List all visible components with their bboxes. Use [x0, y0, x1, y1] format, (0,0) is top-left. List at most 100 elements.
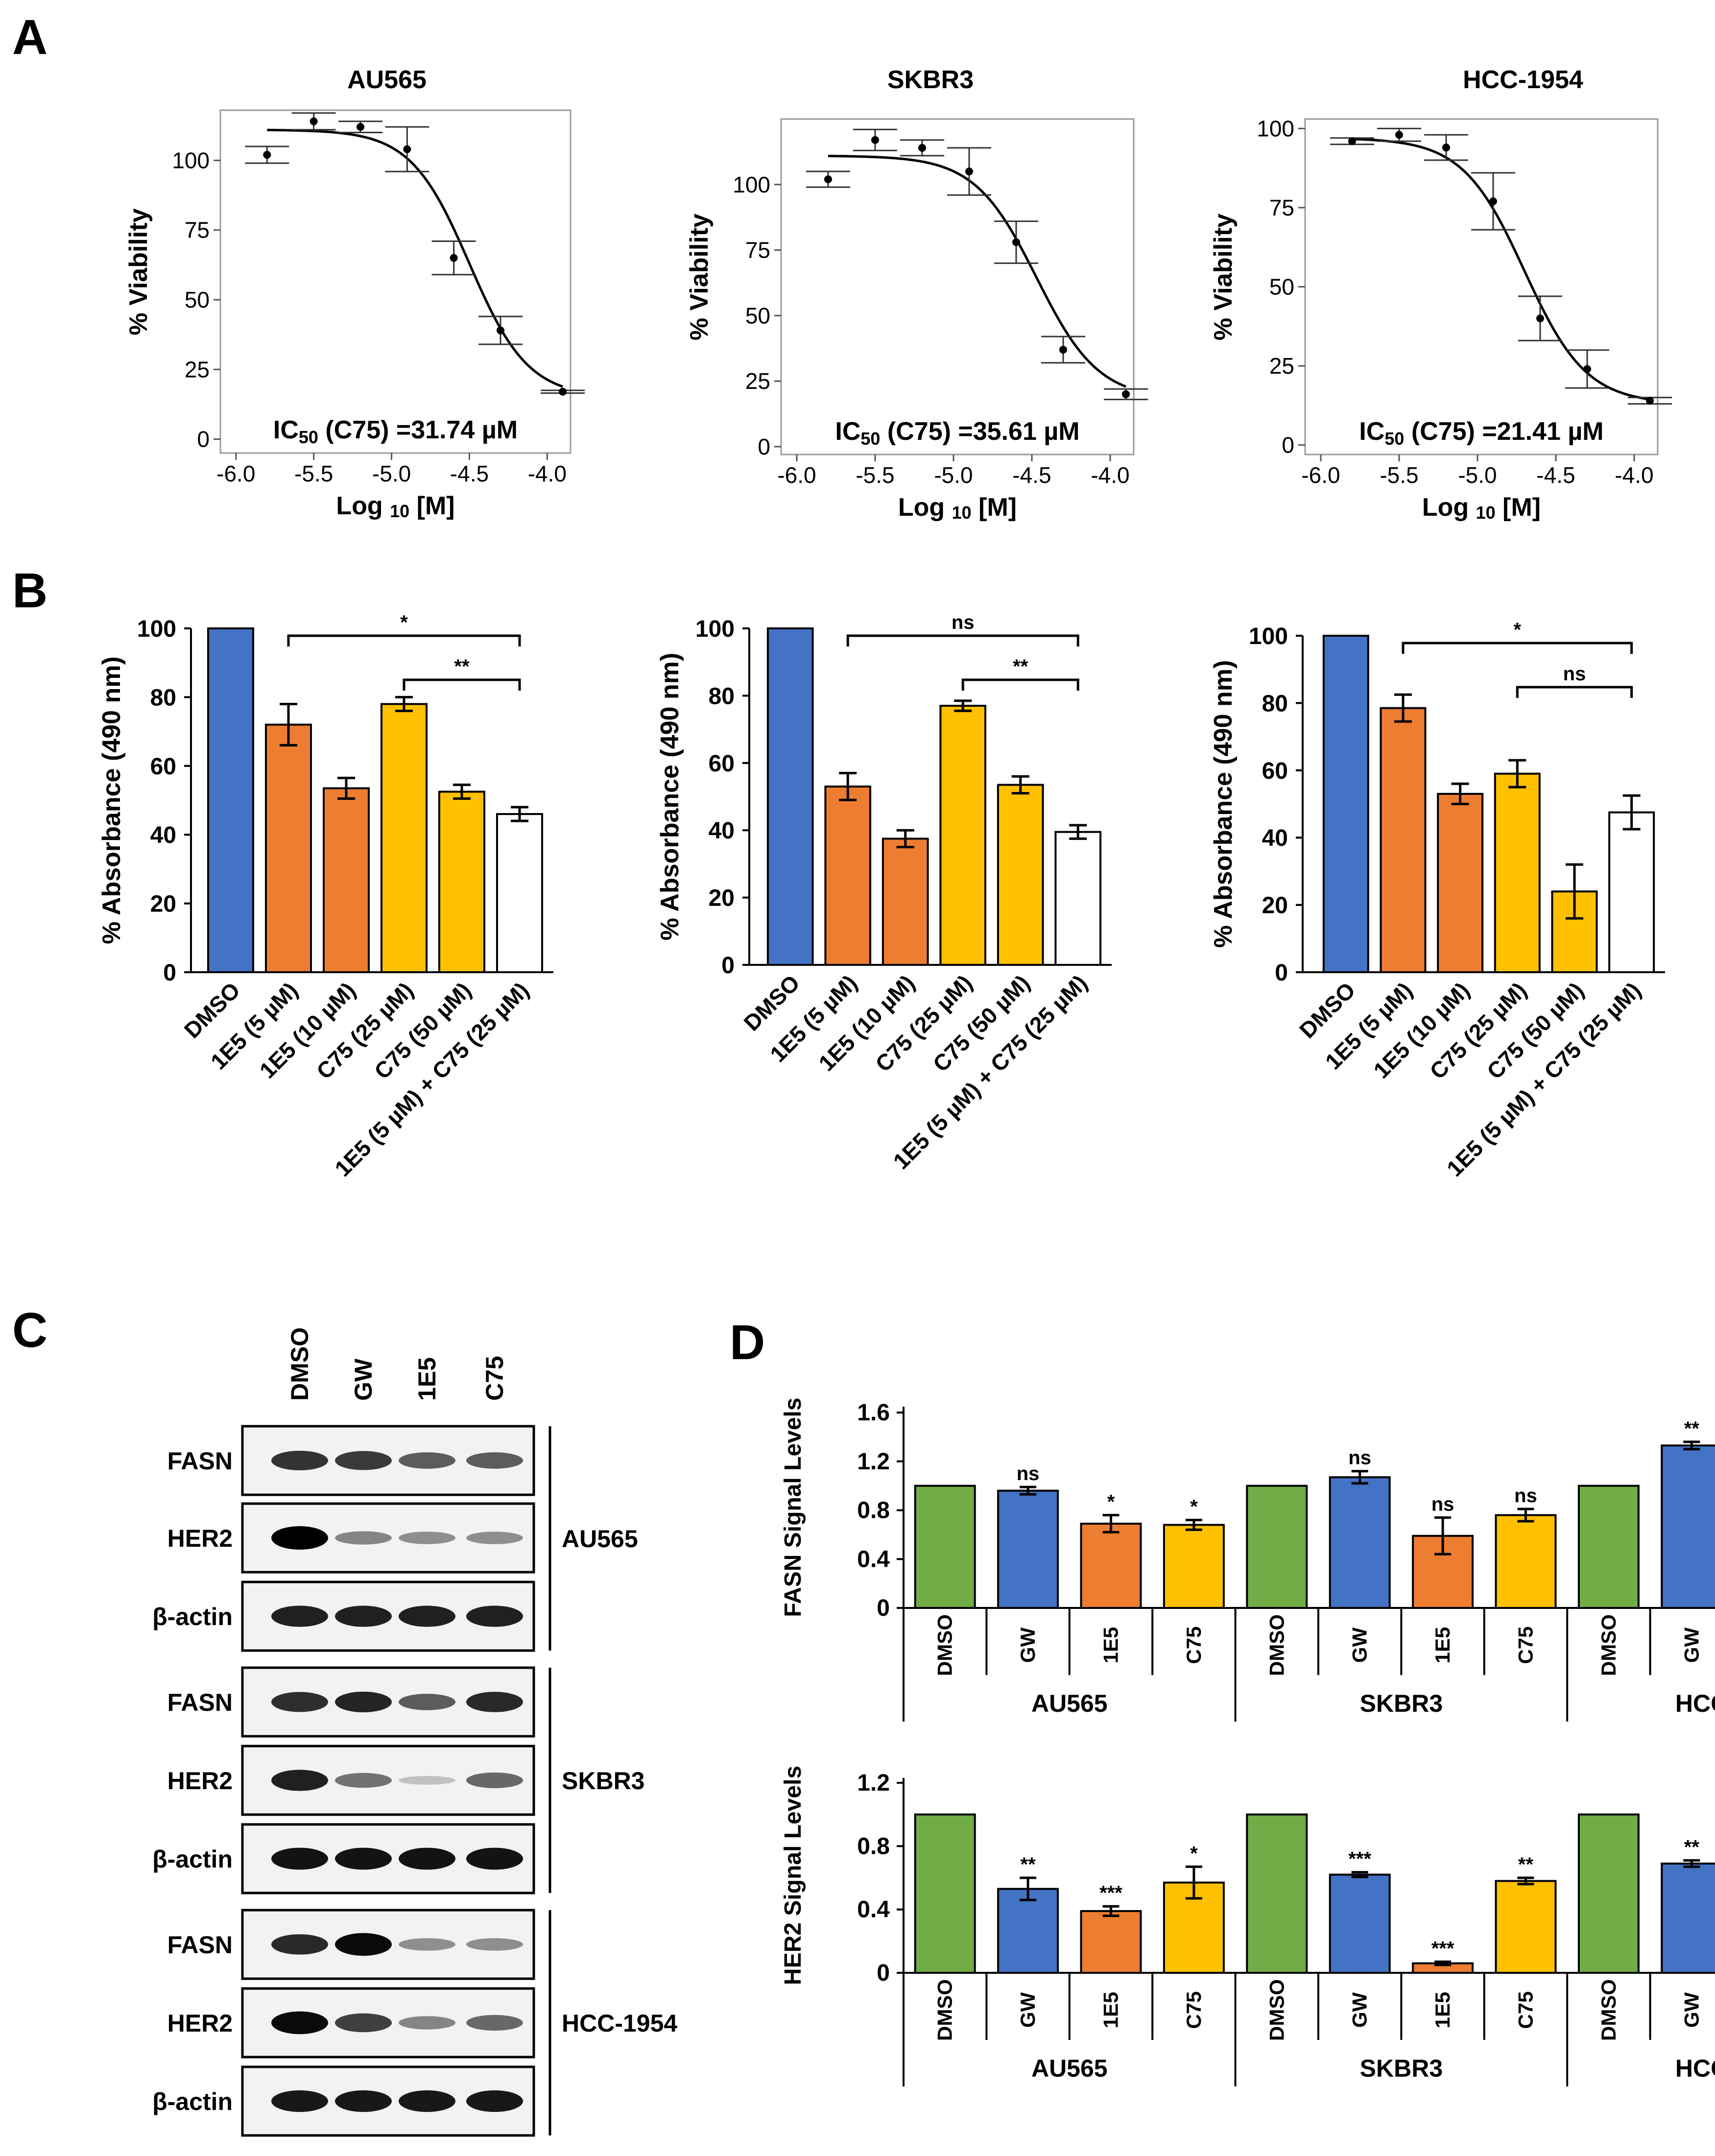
blot-band	[466, 1452, 523, 1469]
data-point	[1012, 238, 1020, 246]
y-tick-label: 100	[1257, 116, 1294, 141]
significance-bracket	[1402, 642, 1633, 654]
y-tick-label: 80	[709, 683, 735, 709]
bar	[1494, 772, 1541, 974]
y-tick-label: 0	[1275, 960, 1288, 986]
significance-label: *	[1190, 1496, 1198, 1517]
significance-label: *	[1107, 1491, 1115, 1512]
panel-d-signal-levels: 0 0.4 0.8 1.2 1.6 FASN Signal Levels DMSO ns GW *…	[780, 1397, 1715, 2086]
blot-band	[466, 1692, 523, 1712]
blot-band	[399, 1938, 455, 1951]
bar	[1495, 1880, 1557, 1974]
data-point	[559, 387, 567, 396]
protein-label: FASN	[167, 1931, 233, 1959]
bar	[1054, 831, 1102, 966]
bar	[1246, 1813, 1308, 1974]
dose-response-chart: SKBR3 0 25 50 75 100 -6.0 -5.5 -5.0 -4.5 -4.0 Log 1…	[685, 66, 1148, 523]
blot-band	[335, 2090, 392, 2112]
data-point	[1348, 137, 1356, 145]
protein-label: β-actin	[152, 1603, 233, 1630]
category-label: GW	[1348, 1627, 1371, 1663]
bar	[380, 703, 428, 973]
significance-label: **	[1021, 1854, 1036, 1875]
y-tick-label: 25	[1269, 353, 1294, 379]
y-tick-label: 60	[709, 751, 735, 777]
significance-label: ns	[1514, 1485, 1537, 1507]
bar	[914, 1485, 976, 1609]
protein-label: FASN	[167, 1447, 233, 1475]
blot-band	[271, 1770, 328, 1791]
category-label: DMSO	[1597, 1614, 1620, 1676]
x-tick-label: -4.5	[1012, 462, 1051, 488]
protein-label: β-actin	[152, 2088, 233, 2115]
panel-letter-c: C	[12, 1303, 48, 1358]
significance-bracket	[846, 634, 1079, 647]
blot-band	[335, 1605, 392, 1627]
significance-label: **	[1684, 1418, 1700, 1439]
dose-response-chart: HCC-1954 0 25 50 75 100 -6.0 -5.5 -5.0 -4.5 -4.0 Lo…	[1209, 66, 1672, 523]
data-point	[1536, 314, 1544, 323]
category-label: GW	[1680, 1992, 1703, 2028]
category-label: GW	[1016, 1627, 1039, 1663]
significance-bracket	[1516, 686, 1633, 698]
data-point	[263, 151, 271, 159]
data-point	[357, 123, 364, 131]
bar	[207, 627, 255, 973]
blot-band	[466, 1847, 523, 1870]
significance-label: **	[1518, 1854, 1534, 1875]
y-tick-label: 100	[695, 616, 735, 642]
significance-label: ns	[1348, 1447, 1371, 1469]
data-point	[1059, 345, 1067, 354]
blot-band	[399, 2090, 455, 2112]
fit-curve	[267, 128, 563, 388]
significance-label: ***	[1348, 1848, 1371, 1870]
x-tick-label: -6.0	[777, 462, 816, 488]
category-label: 1E5	[1431, 1992, 1454, 2029]
y-tick-label: 0.8	[857, 1498, 890, 1524]
bar	[997, 784, 1044, 966]
y-tick-label: 80	[150, 685, 176, 711]
data-point	[450, 254, 458, 262]
significance-label: *	[400, 612, 408, 633]
data-point	[1583, 365, 1591, 373]
significance-bracket	[961, 678, 1079, 691]
protein-label: HER2	[167, 1767, 233, 1795]
y-axis-label: FASN Signal Levels	[780, 1397, 806, 1617]
significance-label: ***	[1431, 1938, 1454, 1959]
panel-letter-b: B	[12, 563, 48, 618]
data-point	[497, 326, 504, 335]
bar	[1661, 1444, 1715, 1609]
bar	[914, 1813, 976, 1974]
bar	[1080, 1910, 1142, 1974]
x-tick-label: -5.0	[1458, 462, 1497, 488]
data-point	[1489, 197, 1497, 206]
x-axis-label: Log 10 [M]	[336, 492, 454, 521]
category-label: C75	[1514, 1991, 1537, 2029]
data-point	[965, 168, 973, 176]
x-tick-label: -5.0	[372, 461, 411, 486]
bar	[997, 1489, 1059, 1609]
blot-band	[271, 1692, 328, 1712]
data-point	[403, 145, 411, 153]
category-label: C75	[1182, 1626, 1205, 1664]
bar	[939, 705, 987, 966]
x-tick-label: -5.0	[934, 462, 973, 488]
panel-letter-a: A	[12, 10, 48, 65]
x-tick-label: -4.5	[1536, 462, 1575, 488]
category-label: 1E5	[1431, 1627, 1454, 1664]
y-tick-label: 20	[150, 891, 176, 917]
y-tick-label: 0	[877, 1960, 890, 1986]
plot-frame	[219, 109, 572, 454]
blot-band	[466, 2090, 523, 2112]
significance-label: **	[1684, 1836, 1700, 1858]
significance-label: ns	[1563, 663, 1586, 685]
x-tick-label: -4.5	[450, 461, 489, 486]
significance-label: **	[454, 656, 470, 677]
category-label: DMSO	[933, 1614, 956, 1676]
y-tick-label: 50	[185, 287, 210, 312]
blot-band	[399, 1452, 455, 1469]
y-tick-label: 75	[185, 217, 210, 243]
y-tick-label: 50	[1269, 274, 1294, 300]
